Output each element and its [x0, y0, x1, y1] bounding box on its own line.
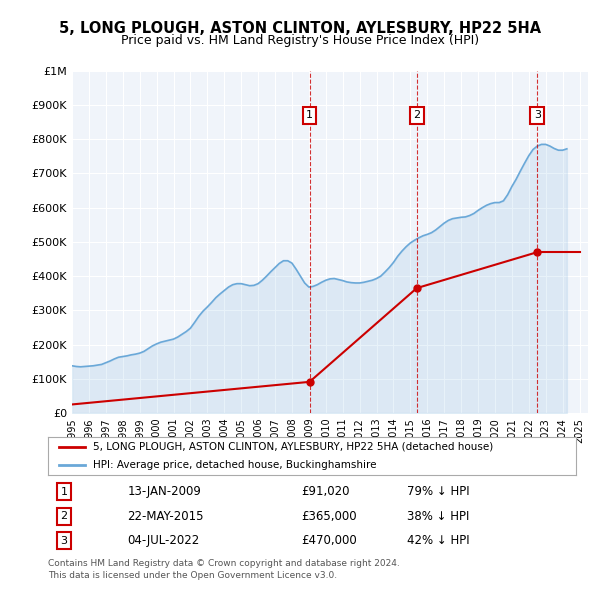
Text: HPI: Average price, detached house, Buckinghamshire: HPI: Average price, detached house, Buck… — [93, 460, 376, 470]
Text: 3: 3 — [61, 536, 67, 546]
Text: Price paid vs. HM Land Registry's House Price Index (HPI): Price paid vs. HM Land Registry's House … — [121, 34, 479, 47]
Text: 2: 2 — [60, 512, 67, 521]
Text: This data is licensed under the Open Government Licence v3.0.: This data is licensed under the Open Gov… — [48, 571, 337, 580]
Text: 1: 1 — [306, 110, 313, 120]
Text: 5, LONG PLOUGH, ASTON CLINTON, AYLESBURY, HP22 5HA (detached house): 5, LONG PLOUGH, ASTON CLINTON, AYLESBURY… — [93, 442, 493, 452]
Text: 5, LONG PLOUGH, ASTON CLINTON, AYLESBURY, HP22 5HA: 5, LONG PLOUGH, ASTON CLINTON, AYLESBURY… — [59, 21, 541, 35]
Text: 04-JUL-2022: 04-JUL-2022 — [127, 535, 199, 548]
Text: 38% ↓ HPI: 38% ↓ HPI — [407, 510, 469, 523]
Text: 42% ↓ HPI: 42% ↓ HPI — [407, 535, 470, 548]
Text: 3: 3 — [534, 110, 541, 120]
Text: £365,000: £365,000 — [301, 510, 357, 523]
Text: £470,000: £470,000 — [301, 535, 357, 548]
Text: 2: 2 — [413, 110, 421, 120]
Text: 79% ↓ HPI: 79% ↓ HPI — [407, 485, 470, 498]
Text: Contains HM Land Registry data © Crown copyright and database right 2024.: Contains HM Land Registry data © Crown c… — [48, 559, 400, 568]
Text: £91,020: £91,020 — [301, 485, 350, 498]
Text: 13-JAN-2009: 13-JAN-2009 — [127, 485, 201, 498]
Text: 22-MAY-2015: 22-MAY-2015 — [127, 510, 204, 523]
Text: 1: 1 — [61, 487, 67, 497]
